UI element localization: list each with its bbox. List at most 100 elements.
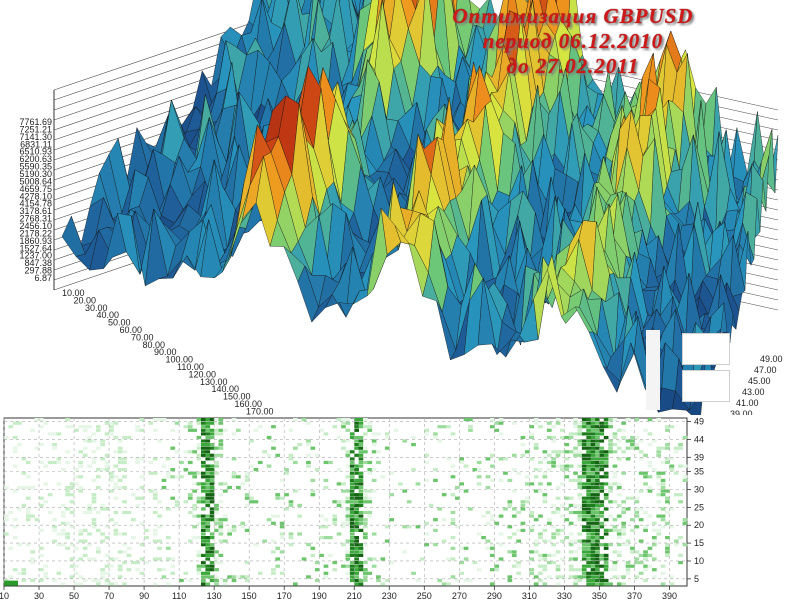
heatmap-cell xyxy=(612,528,618,532)
surface-x-tick-label: 10.00 xyxy=(62,288,85,298)
heatmap-cell xyxy=(354,539,359,543)
heatmap-cell xyxy=(205,478,211,482)
heatmap-cell xyxy=(122,450,127,454)
heatmap-cell xyxy=(192,536,197,540)
heatmap-cell xyxy=(542,496,548,500)
heatmap-cell xyxy=(612,575,618,579)
heatmap-cell xyxy=(590,475,596,479)
heatmap-cell xyxy=(117,485,123,490)
heatmap-cell xyxy=(494,564,500,568)
heatmap-cell xyxy=(354,536,359,540)
heatmap-cell xyxy=(113,582,119,586)
heatmap-cell xyxy=(643,510,648,515)
heatmap-cell xyxy=(665,546,670,550)
heatmap-cell xyxy=(214,568,219,572)
heatmap-cell xyxy=(109,425,114,429)
heatmap-cell xyxy=(647,460,653,465)
heatmap-cell xyxy=(371,443,377,447)
heatmap-cell xyxy=(581,514,587,518)
heatmap-cell xyxy=(367,500,373,504)
heatmap-cell xyxy=(652,543,657,547)
heatmap-cell xyxy=(595,557,600,561)
heatmap-cell xyxy=(433,468,438,472)
heatmap-cell xyxy=(608,439,613,443)
heatmap-cell xyxy=(113,421,119,425)
heatmap-cell xyxy=(179,475,184,479)
heatmap-cell xyxy=(665,457,670,461)
heatmap-cell xyxy=(152,539,158,543)
heatmap-cell xyxy=(603,578,609,583)
heatmap-cell xyxy=(323,575,329,579)
heatmap-cell xyxy=(4,578,9,583)
heatmap-cell xyxy=(244,575,250,579)
heatmap-cell xyxy=(345,421,351,425)
heatmap-cell xyxy=(363,525,368,529)
heatmap-cell xyxy=(638,539,644,543)
heatmap-cell xyxy=(52,578,57,583)
heatmap-cell xyxy=(354,550,359,554)
heatmap-cell xyxy=(363,543,368,547)
heatmap-cell xyxy=(231,418,237,422)
heatmap-cell xyxy=(47,460,53,465)
heatmap-cell xyxy=(358,435,364,440)
heatmap-cell xyxy=(332,425,338,429)
heatmap-cell xyxy=(179,460,184,465)
heatmap-cell xyxy=(275,514,281,518)
heatmap-cell xyxy=(56,543,62,547)
heatmap-cell xyxy=(152,489,158,493)
heatmap-cell xyxy=(47,510,53,515)
heatmap-cell xyxy=(341,439,346,443)
heatmap-cell xyxy=(148,421,154,425)
heatmap-cell xyxy=(367,510,373,515)
heatmap-cell xyxy=(490,582,495,586)
heatmap-cell xyxy=(538,482,543,486)
heatmap-cell xyxy=(349,564,355,568)
heatmap-cell xyxy=(424,453,429,457)
heatmap-cell xyxy=(218,521,224,525)
heatmap-cell xyxy=(608,568,613,572)
heatmap-cell xyxy=(560,468,565,472)
heatmap-cell xyxy=(599,468,605,472)
heatmap-cell xyxy=(91,525,97,529)
heatmap-cell xyxy=(25,518,31,522)
heatmap-cell xyxy=(590,468,596,472)
heatmap-cell xyxy=(577,421,583,425)
heatmap-cell xyxy=(214,510,219,515)
heatmap-cell xyxy=(656,450,662,454)
heatmap-cell xyxy=(196,453,202,457)
heatmap-cell xyxy=(244,475,250,479)
heatmap-cell xyxy=(490,543,495,547)
heatmap-cell xyxy=(516,561,521,565)
heatmap-cell xyxy=(634,496,640,500)
heatmap-cell xyxy=(590,478,596,482)
heatmap-cell xyxy=(538,514,543,518)
heatmap-cell xyxy=(113,475,119,479)
heatmap-cell xyxy=(157,514,162,518)
heatmap-cell xyxy=(205,450,211,454)
heatmap-cell xyxy=(275,557,281,561)
heatmap-cell xyxy=(166,507,171,511)
heatmap-cell xyxy=(573,575,578,579)
heatmap-cell xyxy=(209,468,215,472)
heatmap-cell xyxy=(603,557,609,561)
heatmap-cell xyxy=(551,425,556,429)
heatmap-cell xyxy=(507,550,513,554)
heatmap-cell xyxy=(349,550,355,554)
heatmap-cell xyxy=(34,446,40,450)
heatmap-cell xyxy=(581,496,587,500)
heatmap-cell xyxy=(590,500,596,504)
heatmap-cell xyxy=(630,550,635,554)
heatmap-cell xyxy=(358,457,364,461)
heatmap-cell xyxy=(166,457,171,461)
heatmap-cell xyxy=(231,457,237,461)
heatmap-cell xyxy=(516,471,521,475)
heatmap-y-tick-label: 44 xyxy=(694,434,704,444)
heatmap-cell xyxy=(494,428,500,432)
heatmap-cell xyxy=(354,471,359,475)
heatmap-cell xyxy=(74,564,79,568)
heatmap-cell xyxy=(577,493,583,497)
heatmap-cell xyxy=(551,561,556,565)
heatmap-cell xyxy=(122,475,127,479)
heatmap-cell xyxy=(590,546,596,550)
heatmap-cell xyxy=(682,543,688,547)
